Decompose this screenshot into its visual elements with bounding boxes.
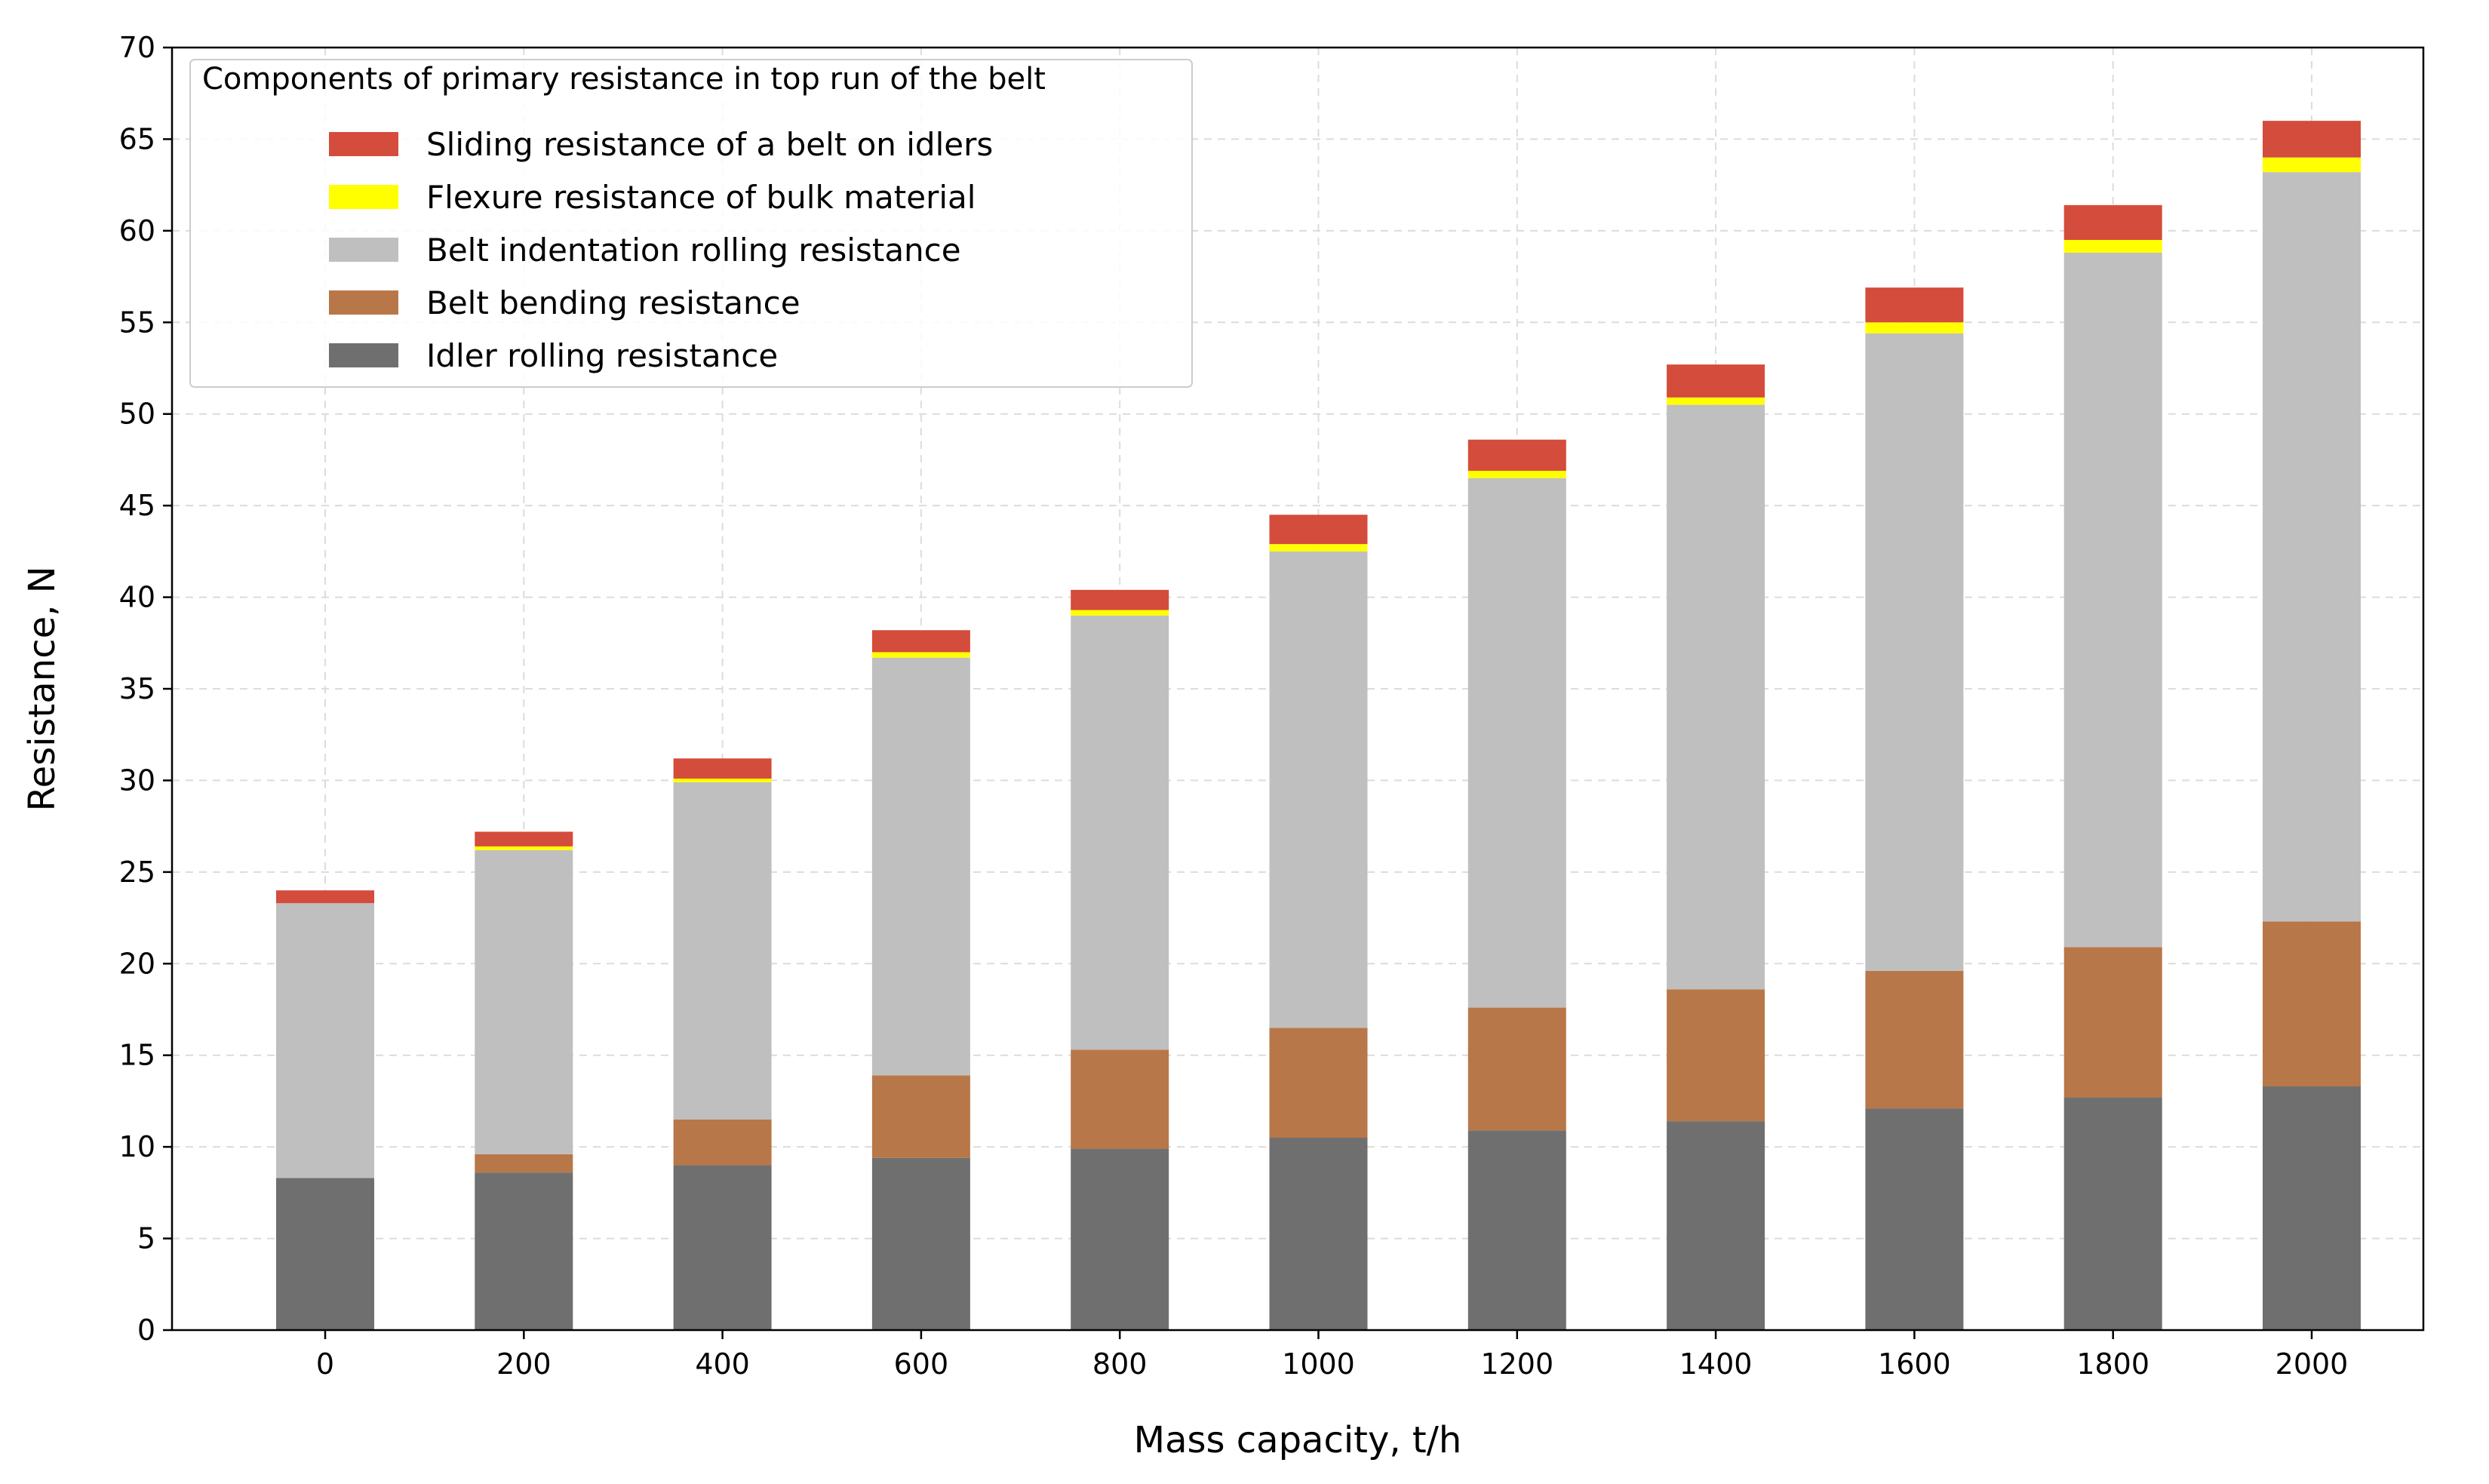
y-tick-label: 0 [137,1313,155,1347]
bar-segment-belt-indentation-rolling-resistance-800 [1071,615,1169,1050]
bar-segment-flexure-resistance-of-bulk-material-2000 [2263,157,2361,173]
bar-segment-idler-rolling-resistance-1400 [1667,1121,1765,1330]
bar-segment-belt-bending-resistance-400 [673,1119,772,1166]
bar-segment-flexure-resistance-of-bulk-material-400 [673,779,772,782]
x-tick-label: 400 [695,1347,750,1381]
bar-segment-sliding-resistance-of-a-belt-on-idlers-0 [276,890,374,904]
y-axis-title: Resistance, N [21,566,63,811]
bar-segment-belt-indentation-rolling-resistance-1200 [1467,478,1566,1008]
y-tick-label: 5 [137,1222,155,1255]
bar-segment-sliding-resistance-of-a-belt-on-idlers-400 [673,758,772,779]
bar-segment-belt-indentation-rolling-resistance-0 [276,903,374,1178]
bar-segment-flexure-resistance-of-bulk-material-1200 [1467,471,1566,478]
x-tick-label: 1200 [1480,1347,1553,1381]
x-tick-label: 1600 [1878,1347,1951,1381]
bar-segment-idler-rolling-resistance-1600 [1865,1108,1964,1330]
bar-segment-sliding-resistance-of-a-belt-on-idlers-2000 [2263,121,2361,158]
x-axis: 0 200 400 600 800 1000 1200 1400 1600 1800 2000 [316,1330,2348,1381]
legend-swatch-flexure-resistance-of-bulk-material [329,185,398,209]
y-tick-label: 65 [119,122,155,155]
bar-segment-belt-bending-resistance-200 [475,1154,573,1173]
y-tick-label: 15 [119,1039,155,1072]
x-tick-label: 1400 [1679,1347,1753,1381]
bar-segment-belt-indentation-rolling-resistance-1400 [1667,404,1765,990]
y-tick-label: 50 [119,398,155,431]
bar-segment-idler-rolling-resistance-1200 [1467,1130,1566,1330]
y-tick-label: 70 [119,31,155,64]
bar-segment-belt-bending-resistance-600 [871,1075,970,1158]
y-tick-label: 30 [119,764,155,797]
bar-segment-belt-indentation-rolling-resistance-1600 [1865,333,1964,971]
bar-segment-idler-rolling-resistance-2000 [2263,1086,2361,1330]
bar-segment-belt-bending-resistance-1000 [1269,1028,1368,1138]
bar-segment-sliding-resistance-of-a-belt-on-idlers-1000 [1269,515,1368,545]
bar-segment-belt-indentation-rolling-resistance-1000 [1269,551,1368,1028]
legend-swatch-idler-rolling-resistance [329,343,398,367]
bar-segment-sliding-resistance-of-a-belt-on-idlers-600 [871,630,970,653]
bar-segment-belt-bending-resistance-1800 [2063,947,2162,1098]
bar-segment-belt-indentation-rolling-resistance-1800 [2063,253,2162,948]
bar-segment-flexure-resistance-of-bulk-material-1400 [1667,397,1765,405]
legend: Components of primary resistance in top … [189,59,1193,388]
bars-layer [276,121,2361,1330]
y-tick-label: 35 [119,672,155,705]
legend-swatch-belt-bending-resistance [329,290,398,315]
legend-label-flexure-resistance-of-bulk-material: Flexure resistance of bulk material [426,179,976,216]
bar-segment-belt-bending-resistance-1200 [1467,1007,1566,1131]
x-tick-label: 200 [496,1347,552,1381]
bar-segment-belt-bending-resistance-800 [1071,1049,1169,1149]
bar-segment-flexure-resistance-of-bulk-material-800 [1071,610,1169,616]
bar-segment-belt-bending-resistance-1600 [1865,971,1964,1109]
bar-segment-idler-rolling-resistance-600 [871,1157,970,1330]
bar-segment-idler-rolling-resistance-800 [1071,1148,1169,1330]
bar-segment-belt-indentation-rolling-resistance-200 [475,850,573,1154]
x-axis-title: Mass capacity, t/h [1134,1419,1462,1461]
bar-segment-flexure-resistance-of-bulk-material-600 [871,652,970,658]
bar-segment-sliding-resistance-of-a-belt-on-idlers-1600 [1865,287,1964,323]
bar-segment-flexure-resistance-of-bulk-material-200 [475,846,573,850]
x-tick-label: 2000 [2275,1347,2349,1381]
x-tick-label: 1000 [1282,1347,1355,1381]
bar-segment-sliding-resistance-of-a-belt-on-idlers-1400 [1667,364,1765,398]
x-tick-label: 0 [316,1347,334,1381]
legend-title: Components of primary resistance in top … [202,62,1046,97]
y-tick-label: 55 [119,306,155,339]
bar-segment-sliding-resistance-of-a-belt-on-idlers-200 [475,831,573,846]
bar-segment-idler-rolling-resistance-1000 [1269,1138,1368,1330]
bar-segment-belt-indentation-rolling-resistance-2000 [2263,172,2361,922]
legend-label-idler-rolling-resistance: Idler rolling resistance [426,337,778,374]
y-tick-label: 20 [119,947,155,980]
y-tick-label: 10 [119,1130,155,1163]
bar-segment-belt-indentation-rolling-resistance-600 [871,657,970,1076]
bar-segment-sliding-resistance-of-a-belt-on-idlers-800 [1071,589,1169,610]
legend-swatch-belt-indentation-rolling-resistance [329,238,398,262]
y-tick-label: 40 [119,581,155,614]
bar-segment-flexure-resistance-of-bulk-material-1800 [2063,240,2162,253]
legend-box [189,59,1193,388]
x-tick-label: 1800 [2076,1347,2149,1381]
bar-segment-flexure-resistance-of-bulk-material-1600 [1865,322,1964,333]
x-tick-label: 600 [894,1347,949,1381]
y-tick-label: 25 [119,856,155,889]
legend-label-sliding-resistance-of-a-belt-on-idlers: Sliding resistance of a belt on idlers [426,126,993,163]
bar-segment-idler-rolling-resistance-200 [475,1172,573,1330]
y-axis: 0 5 10 15 20 25 30 35 40 45 50 55 60 65 70 [119,31,172,1347]
bar-segment-idler-rolling-resistance-0 [276,1178,374,1330]
bar-segment-idler-rolling-resistance-400 [673,1165,772,1330]
bar-segment-idler-rolling-resistance-1800 [2063,1097,2162,1330]
y-tick-label: 60 [119,214,155,247]
bar-segment-sliding-resistance-of-a-belt-on-idlers-1800 [2063,204,2162,240]
legend-swatch-sliding-resistance-of-a-belt-on-idlers [329,132,398,156]
bar-segment-belt-bending-resistance-2000 [2263,921,2361,1086]
x-tick-label: 800 [1092,1347,1148,1381]
bar-segment-belt-bending-resistance-1400 [1667,989,1765,1122]
legend-label-belt-indentation-rolling-resistance: Belt indentation rolling resistance [426,232,961,269]
bar-segment-belt-indentation-rolling-resistance-400 [673,782,772,1120]
bar-segment-sliding-resistance-of-a-belt-on-idlers-1200 [1467,439,1566,471]
y-tick-label: 45 [119,489,155,522]
bar-segment-flexure-resistance-of-bulk-material-1000 [1269,544,1368,552]
legend-label-belt-bending-resistance: Belt bending resistance [426,284,800,321]
